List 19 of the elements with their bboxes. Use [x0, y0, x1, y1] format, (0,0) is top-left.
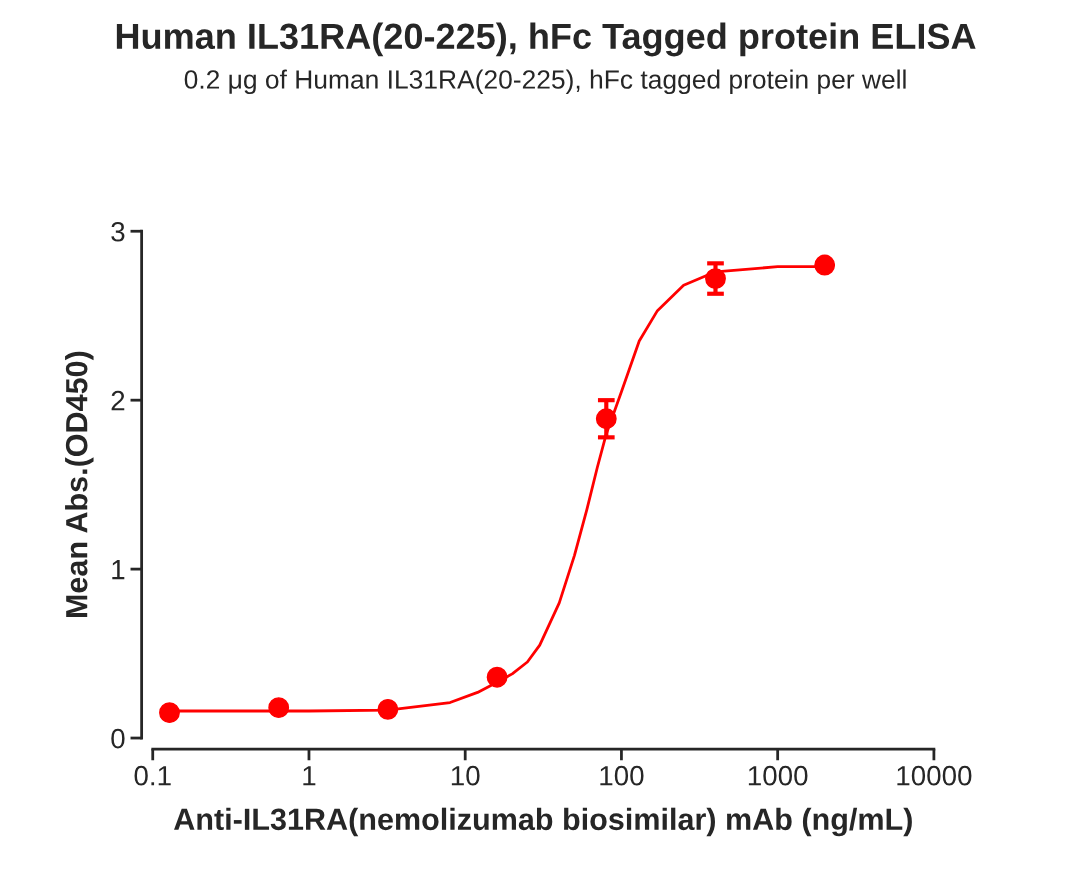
x-tick-label: 1 [303, 766, 316, 786]
point [159, 702, 180, 724]
chart-subtitle: 0.2 μg of Human IL31RA(20-225), hFc tagged protein per well [184, 69, 906, 95]
y-tick-label: 2 [111, 390, 125, 411]
point [814, 254, 836, 276]
x-tick-label: 10 [451, 765, 480, 786]
x-tick-label: 0.1 [134, 765, 171, 786]
x-axis-title: Anti-IL31RA(nemolizumab biosimilar) mAb (ng/mL) [174, 807, 912, 837]
chart-title: Human IL31RA(20-225), hFc Tagged protein ELISA [116, 22, 976, 57]
x-tick-label: 100 [600, 765, 644, 786]
point [268, 697, 290, 719]
x-tick-label: 1000 [748, 765, 808, 786]
y-tick-label: 1 [112, 560, 125, 580]
point [486, 666, 508, 688]
y-axis-title: Mean Abs.(OD450) [65, 351, 94, 617]
point [377, 698, 399, 720]
y-tick-label: 3 [111, 221, 125, 242]
x-tick-label: 10000 [897, 765, 972, 786]
y-tick-label: 0 [111, 728, 125, 749]
